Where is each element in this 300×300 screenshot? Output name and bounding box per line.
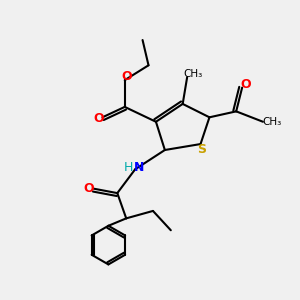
- Text: N: N: [134, 161, 144, 174]
- Text: CH₃: CH₃: [263, 117, 282, 127]
- Text: O: O: [94, 112, 104, 125]
- Text: O: O: [240, 77, 251, 91]
- Text: CH₃: CH₃: [184, 69, 203, 79]
- Text: S: S: [197, 143, 206, 156]
- Text: O: O: [84, 182, 94, 195]
- Text: O: O: [122, 70, 132, 83]
- Text: H: H: [124, 161, 133, 174]
